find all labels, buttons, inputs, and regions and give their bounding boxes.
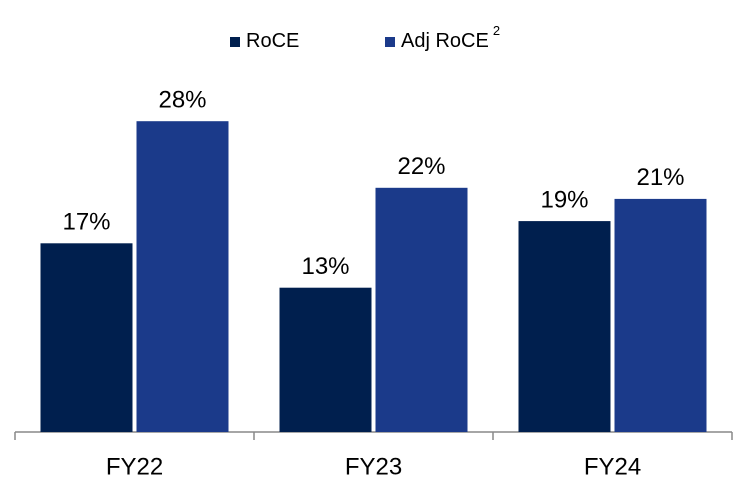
data-label: 21% xyxy=(636,164,684,191)
x-tick-label: FY24 xyxy=(584,453,641,478)
data-label: 19% xyxy=(540,186,588,213)
bar xyxy=(279,287,372,432)
data-label: 28% xyxy=(158,87,206,114)
bar xyxy=(40,243,133,432)
legend-text: RoCE xyxy=(246,30,299,52)
bar xyxy=(136,121,229,432)
legend-label: Adj RoCE 2 xyxy=(401,23,500,52)
legend-label: RoCE xyxy=(246,30,299,52)
data-label: 22% xyxy=(397,153,445,180)
legend-superscript: 2 xyxy=(493,23,500,38)
x-tick-label: FY23 xyxy=(345,453,402,478)
bar xyxy=(375,187,468,432)
legend-swatch xyxy=(230,37,240,47)
x-tick-label: FY22 xyxy=(106,453,163,478)
data-label: 17% xyxy=(62,209,110,236)
legend-swatch xyxy=(385,37,395,47)
data-label: 13% xyxy=(301,253,349,280)
bar xyxy=(614,198,707,432)
bar xyxy=(518,221,611,432)
legend-text: Adj RoCE xyxy=(401,30,489,52)
